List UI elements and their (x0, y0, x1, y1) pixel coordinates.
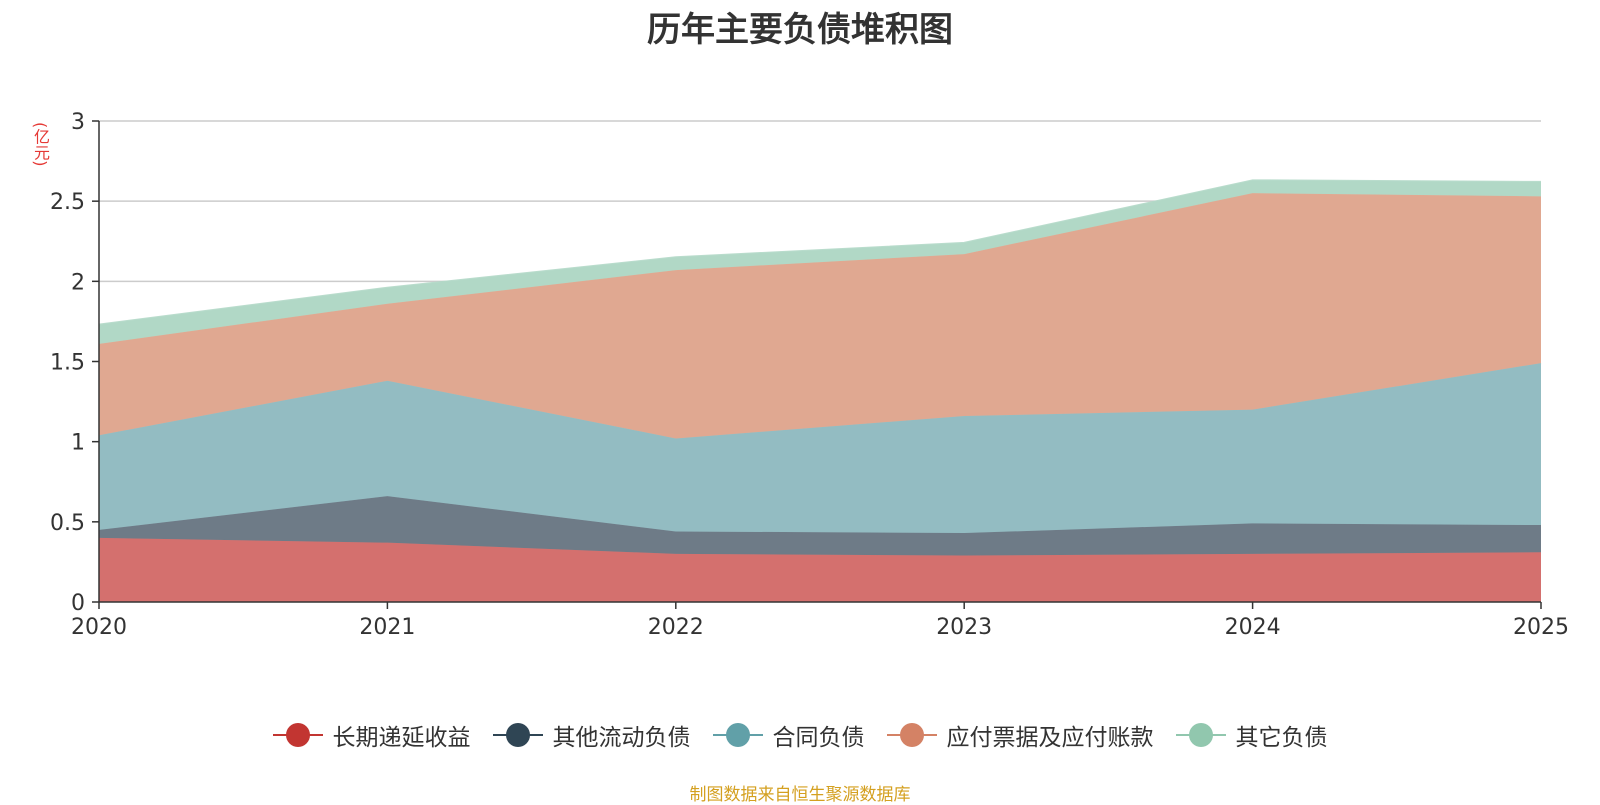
area-series-0 (99, 537, 1541, 602)
legend-marker-icon (492, 723, 543, 747)
x-tick-label-1: 2021 (359, 615, 415, 640)
y-tick-label-1: 0.5 (50, 511, 85, 536)
area-series-1 (99, 496, 1541, 556)
legend-item-0[interactable]: 长期递延收益 (272, 718, 471, 752)
x-tick-labels: 2020 2021 2022 2023 2024 2025 (71, 615, 1569, 640)
legend-marker-icon (272, 723, 323, 747)
x-tick-label-5: 2025 (1513, 615, 1569, 640)
chart-plot: 0 0.5 1 1.5 2 2.5 3 2020 2021 2022 2023 2024 2025 (50, 110, 1569, 640)
line-series-1 (98, 495, 1542, 535)
legend-marker-icon (712, 723, 763, 747)
legend: 长期递延收益 其他流动负债 合同负债 应付票据及应付账款 其它负债 (0, 718, 1600, 752)
y-axis-unit-label: (亿元) (31, 122, 50, 167)
legend-label: 长期递延收益 (332, 725, 471, 751)
y-tick-label-0: 0 (71, 591, 85, 616)
line-series-4 (98, 179, 1542, 326)
source-note: 制图数据来自恒生聚源数据库 (689, 785, 911, 805)
x-tick-label-4: 2024 (1225, 615, 1281, 640)
legend-item-3[interactable]: 应付票据及应付账款 (886, 718, 1154, 752)
y-tick-label-4: 2 (71, 270, 85, 295)
legend-label: 其他流动负债 (552, 725, 691, 751)
stacked-areas (98, 179, 1542, 602)
x-tick-label-3: 2023 (936, 615, 992, 640)
legend-marker-icon (886, 723, 937, 747)
area-series-3 (99, 193, 1541, 439)
y-tick-label-6: 3 (71, 110, 85, 135)
chart-title: 历年主要负债堆积图 (647, 10, 953, 50)
legend-label: 合同负债 (772, 725, 865, 751)
area-series-2 (99, 363, 1541, 534)
legend-item-4[interactable]: 其它负债 (1175, 718, 1328, 752)
y-tick-label-5: 2.5 (50, 190, 85, 215)
y-tick-labels: 0 0.5 1 1.5 2 2.5 3 (50, 110, 85, 616)
x-tick-label-2: 2022 (648, 615, 704, 640)
axes (92, 120, 1542, 609)
legend-marker-icon (1175, 723, 1226, 747)
x-tick-label-0: 2020 (71, 615, 127, 640)
legend-label: 其它负债 (1235, 725, 1328, 751)
y-tick-label-2: 1 (71, 431, 85, 456)
legend-item-2[interactable]: 合同负债 (712, 718, 865, 752)
y-tick-label-3: 1.5 (50, 351, 85, 376)
legend-label: 应付票据及应付账款 (946, 725, 1154, 751)
legend-item-1[interactable]: 其他流动负债 (492, 718, 691, 752)
